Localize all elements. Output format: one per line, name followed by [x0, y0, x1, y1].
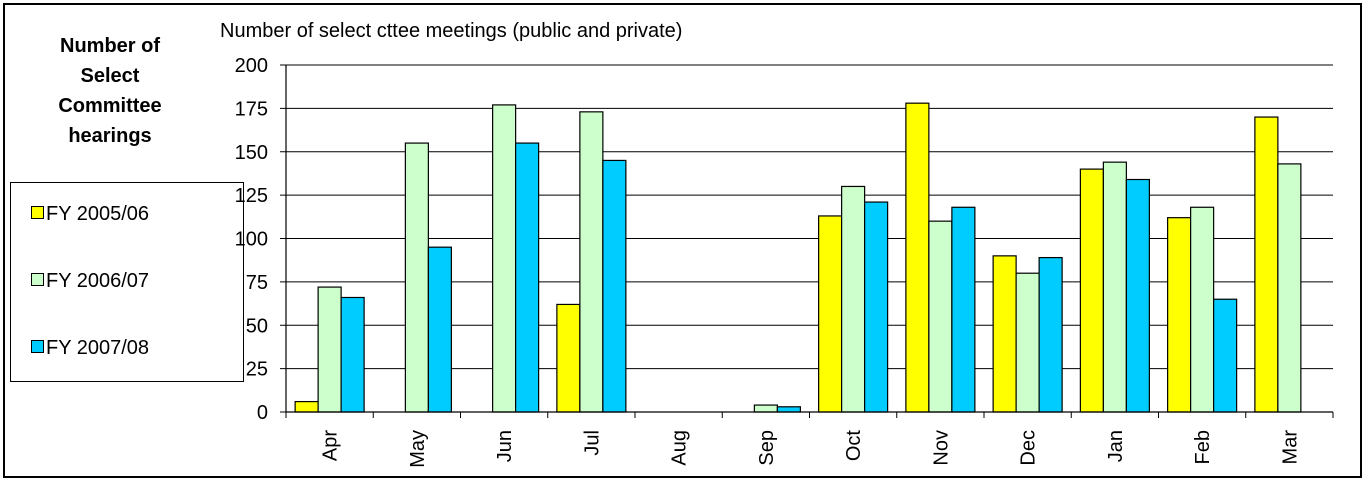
y-tick-label: 200: [235, 55, 268, 77]
bar-apr-2: [340, 296, 365, 413]
x-tick-label: Dec: [1018, 430, 1040, 466]
bar-dec-1: [1015, 272, 1040, 413]
y-tick-label: 75: [246, 272, 268, 294]
bar-oct-0: [818, 215, 843, 413]
bar-jul-0: [556, 303, 581, 413]
legend-swatch-2006-07: [31, 273, 44, 287]
bar-feb-1: [1190, 206, 1215, 413]
bar-jan-1: [1102, 161, 1127, 413]
bar-jun-2: [515, 142, 540, 413]
bar-may-1: [404, 142, 429, 413]
legend-label-2005-06: FY 2005/06: [46, 203, 150, 225]
legend-item-2006-07: FY 2006/07: [31, 270, 149, 293]
x-tick-label: Feb: [1192, 430, 1214, 464]
legend-item-2005-06: FY 2005/06: [31, 203, 149, 226]
legend-swatch-2005-06: [31, 206, 44, 220]
bar-sep-1: [753, 404, 778, 413]
x-tick-label: May: [407, 430, 429, 468]
y-tick-label: 50: [246, 315, 268, 337]
y-tick-label: 25: [246, 359, 268, 381]
bar-apr-1: [317, 286, 342, 413]
bar-may-2: [427, 246, 452, 413]
x-tick-label: Mar: [1279, 430, 1301, 465]
legend-label-2007-08: FY 2007/08: [46, 337, 150, 359]
bar-nov-1: [928, 220, 953, 413]
bar-apr-0: [294, 400, 319, 413]
bar-jun-1: [492, 104, 517, 413]
bar-jan-0: [1079, 168, 1104, 413]
y-tick-label: 175: [235, 98, 268, 120]
side-title: Number of Select Committee hearings: [58, 35, 162, 147]
bar-feb-2: [1213, 298, 1238, 413]
x-tick-label: Jun: [494, 430, 516, 462]
x-tick-label: Sep: [756, 430, 778, 466]
bar-jul-2: [602, 159, 627, 413]
x-tick-label: Oct: [843, 430, 865, 462]
bar-nov-2: [951, 206, 976, 413]
bar-jan-2: [1125, 178, 1150, 413]
legend-item-2007-08: FY 2007/08: [31, 337, 149, 360]
bar-mar-1: [1277, 163, 1302, 413]
x-tick-label: Apr: [320, 430, 342, 461]
y-tick-label: 0: [257, 402, 268, 424]
y-tick-label: 150: [235, 142, 268, 164]
x-tick-label: Aug: [669, 430, 691, 466]
x-tick-label: Jan: [1105, 430, 1127, 462]
bar-nov-0: [905, 102, 930, 413]
legend: FY 2005/06 FY 2006/07 FY 2007/08: [10, 182, 244, 382]
bar-oct-2: [864, 201, 889, 413]
bar-oct-1: [841, 185, 866, 413]
bar-dec-2: [1038, 256, 1063, 413]
x-tick-label: Jul: [581, 430, 603, 456]
legend-swatch-2007-08: [31, 340, 44, 354]
bar-feb-0: [1167, 217, 1192, 413]
x-tick-label: Nov: [930, 430, 952, 466]
bar-sep-2: [776, 406, 801, 413]
bar-mar-0: [1254, 116, 1279, 413]
bar-dec-0: [992, 255, 1017, 413]
chart-title: Number of select cttee meetings (public …: [220, 20, 683, 42]
y-tick-label: 125: [235, 185, 268, 207]
bar-jul-1: [579, 111, 604, 413]
legend-label-2006-07: FY 2006/07: [46, 270, 150, 292]
y-tick-label: 100: [235, 229, 268, 251]
